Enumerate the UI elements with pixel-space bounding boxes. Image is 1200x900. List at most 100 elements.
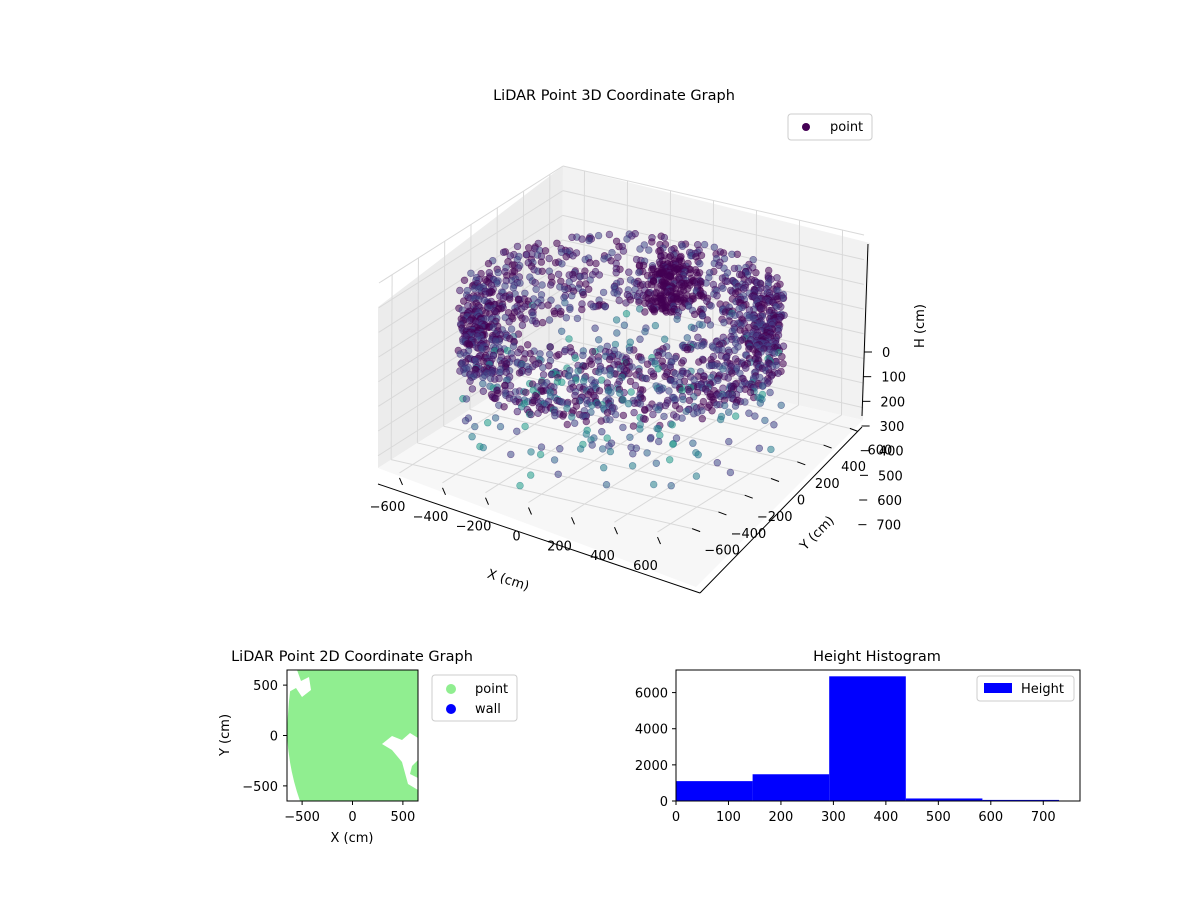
x-tick-label-2d: 500	[390, 810, 415, 825]
point-3d	[554, 270, 563, 278]
y-tick-label-histogram: 4000	[635, 723, 668, 738]
point-3d	[641, 406, 649, 414]
point-3d	[654, 425, 663, 433]
point-3d	[546, 343, 554, 351]
point-3d	[779, 360, 787, 368]
point-3d	[619, 411, 628, 420]
y-tick-3d	[770, 478, 780, 482]
point-3d	[506, 382, 515, 390]
grid-line-left-y	[390, 274, 393, 460]
point-3d	[683, 334, 691, 342]
x-tick-label-3d: 0	[512, 530, 520, 545]
point-3d	[588, 401, 596, 410]
point-3d	[499, 248, 508, 257]
point-3d	[613, 290, 621, 298]
point-3d	[557, 248, 566, 257]
scatter-2d-panel: LiDAR Point 2D Coordinate Graph −500−500…	[218, 649, 518, 846]
point-3d	[656, 431, 664, 439]
point-3d	[690, 310, 699, 319]
y-tick-label-3d: 600	[867, 443, 892, 458]
point-3d	[592, 259, 600, 268]
point-3d	[654, 406, 662, 414]
point-3d	[584, 285, 593, 293]
legend-3d-box	[787, 113, 873, 141]
point-3d	[588, 441, 596, 449]
legend-3d-label: point	[830, 120, 863, 135]
point-3d	[591, 324, 599, 332]
plot-area-2d	[287, 670, 418, 801]
point-3d	[479, 387, 487, 395]
point-3d	[622, 310, 631, 318]
point-3d	[683, 345, 691, 354]
point-3d	[619, 423, 627, 432]
point-3d	[741, 398, 749, 406]
point-3d	[595, 387, 604, 395]
point-3d	[731, 402, 740, 410]
point-3d	[554, 470, 562, 478]
point-3d	[667, 308, 675, 316]
grid-line-floor-x	[657, 414, 842, 533]
point-3d	[713, 459, 721, 467]
point-3d	[494, 268, 502, 277]
point-3d	[723, 277, 731, 286]
point-3d	[468, 385, 477, 393]
y-tick-label-histogram: 6000	[635, 687, 668, 702]
point-3d	[724, 408, 733, 416]
point-3d	[608, 248, 616, 257]
point-3d	[628, 462, 637, 470]
point-3d	[538, 267, 546, 275]
point-3d	[713, 292, 721, 300]
point-3d	[777, 401, 785, 409]
point-3d	[523, 341, 532, 349]
z-tick-label-3d: 700	[876, 519, 901, 534]
point-3d	[537, 443, 546, 451]
point-3d	[720, 401, 729, 410]
point-3d	[685, 396, 694, 405]
y-axis-line	[699, 426, 863, 594]
point-3d	[616, 389, 624, 397]
point-3d	[509, 342, 518, 350]
z-axis-line	[861, 243, 869, 417]
legend-3d: point	[787, 113, 873, 141]
y-tick-label-histogram: 0	[660, 795, 668, 810]
point-3d	[598, 428, 606, 436]
point-3d	[649, 480, 658, 489]
histogram-panel: Height Histogram 0 100 200 300 400 500 600 7000…	[635, 649, 1081, 825]
point-3d	[537, 258, 546, 266]
point-3d	[665, 456, 674, 464]
point-3d	[625, 346, 634, 354]
point-3d	[698, 312, 707, 320]
point-3d	[726, 468, 735, 477]
point-3d	[460, 276, 469, 284]
point-3d	[587, 360, 596, 368]
point-3d	[759, 382, 767, 390]
point-3d	[636, 425, 644, 433]
x-tick-label-2d: 0	[348, 810, 356, 825]
x-axis-label-2d: X (cm)	[331, 831, 374, 846]
point-3d	[694, 451, 702, 459]
ticks-histogram: 0 100 200 300 400 500 600 700 0 2000 4000 6000	[635, 687, 1056, 825]
point-3d	[730, 264, 739, 273]
point-3d	[719, 365, 727, 373]
point-3d	[636, 335, 644, 343]
point-3d	[597, 417, 605, 425]
point-3d	[532, 285, 540, 293]
z-tick-label-3d: 400	[879, 445, 904, 460]
x-axis-label-3d: X (cm)	[485, 567, 531, 595]
point-3d	[471, 422, 479, 431]
point-3d	[468, 433, 476, 441]
title-3d: LiDAR Point 3D Coordinate Graph	[493, 88, 735, 104]
point-3d	[700, 240, 709, 249]
point-3d	[695, 358, 703, 366]
point-3d	[643, 449, 651, 457]
point-3d	[531, 279, 539, 287]
histogram-bars	[676, 676, 1060, 801]
point-3d	[456, 350, 464, 358]
y-tick-label-3d: 0	[797, 494, 805, 509]
point-3d	[538, 281, 546, 289]
grid-line-back-h	[562, 264, 864, 335]
grid-line-left-y	[495, 207, 498, 393]
point-3d	[582, 430, 590, 438]
point-3d	[647, 281, 656, 289]
point-3d	[635, 268, 643, 277]
